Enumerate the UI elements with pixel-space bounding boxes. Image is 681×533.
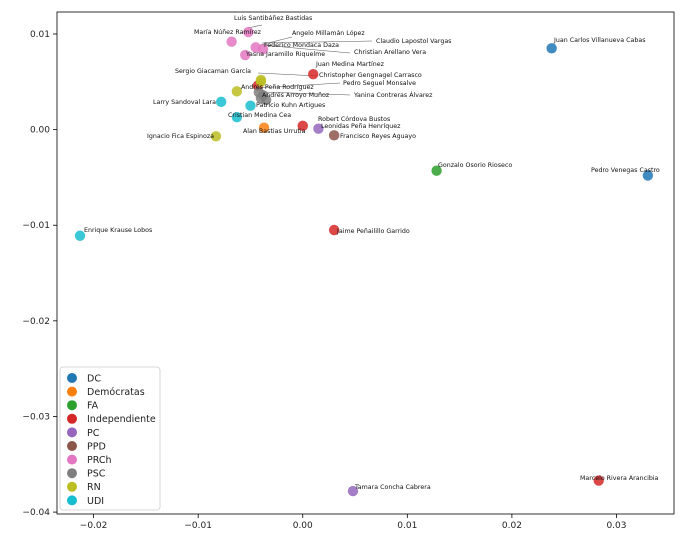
data-point bbox=[231, 86, 243, 97]
data-point bbox=[328, 224, 340, 236]
x-axis: −0.02 −0.01 0.00 0.01 0.02 0.03 bbox=[80, 514, 627, 531]
y-tick-label: −0.04 bbox=[22, 508, 50, 518]
leader-line bbox=[259, 36, 293, 46]
data-point bbox=[245, 100, 256, 111]
point-label: Ignacio Fica Espinoza bbox=[147, 133, 214, 140]
point-label: Angelo Millamán López bbox=[292, 29, 365, 37]
point-label: Robert Córdova Bustos bbox=[318, 115, 390, 123]
data-point bbox=[546, 43, 557, 54]
point-label: Larry Sandoval Lara bbox=[153, 99, 216, 106]
data-point bbox=[240, 49, 251, 61]
point-label: Pedro Seguel Monsalve bbox=[343, 80, 416, 87]
data-point bbox=[74, 230, 86, 241]
data-point bbox=[231, 111, 243, 123]
legend-marker bbox=[67, 373, 77, 383]
data-point bbox=[253, 87, 265, 98]
point-label: Patricio Kuhn Artigues bbox=[256, 102, 325, 109]
legend-entry: Demócratas bbox=[87, 387, 145, 398]
point-label: Juan Carlos Villanueva Cabas bbox=[553, 37, 646, 44]
legend-entry: RN bbox=[87, 482, 101, 493]
data-point bbox=[210, 131, 222, 142]
point-label: Tamara Concha Cabrera bbox=[354, 484, 431, 491]
legend-marker bbox=[67, 400, 77, 411]
legend-marker bbox=[67, 413, 77, 424]
legend-entry: DC bbox=[87, 373, 101, 384]
legend-marker bbox=[67, 441, 77, 451]
legend-marker bbox=[67, 481, 77, 492]
data-point bbox=[328, 130, 340, 141]
y-tick-label: 0.01 bbox=[30, 30, 50, 40]
point-label: Federico Mondaca Daza bbox=[264, 42, 339, 49]
legend-entry: Independiente bbox=[87, 414, 156, 425]
point-label: Andrés Peña Rodríguez bbox=[241, 83, 314, 91]
data-point bbox=[431, 165, 442, 176]
point-label: Andrés Arroyo Muñoz bbox=[262, 91, 330, 99]
legend-marker bbox=[67, 427, 77, 438]
legend-entry: PRCh bbox=[87, 455, 112, 466]
leader-line bbox=[261, 40, 373, 44]
point-label: Yanina Contreras Álvarez bbox=[353, 90, 433, 99]
legend-marker bbox=[67, 454, 77, 465]
leader-line bbox=[257, 82, 341, 89]
data-point bbox=[308, 68, 319, 80]
plot-frame bbox=[56, 11, 675, 515]
point-label: Yasna Jaramillo Riquelme bbox=[245, 51, 325, 58]
data-point bbox=[258, 122, 270, 133]
x-tick-label: 0.01 bbox=[397, 521, 417, 531]
legend-entry: FA bbox=[87, 401, 99, 412]
legend-marker bbox=[67, 386, 77, 397]
data-point bbox=[215, 96, 227, 108]
point-label: Pedro Venegas Castro bbox=[591, 167, 660, 174]
legend-marker bbox=[67, 468, 77, 479]
x-tick-label: 0.00 bbox=[293, 521, 313, 531]
y-tick-label: −0.03 bbox=[22, 412, 50, 422]
data-point bbox=[257, 44, 269, 55]
leader-line bbox=[261, 91, 351, 96]
point-label: Sergio Giacaman García bbox=[175, 67, 251, 75]
data-point bbox=[243, 26, 254, 38]
point-labels: Juan Carlos Villanueva Cabas Pedro Venega… bbox=[84, 14, 660, 491]
data-point bbox=[260, 94, 272, 106]
data-points bbox=[74, 26, 654, 497]
legend-box bbox=[59, 366, 161, 511]
y-tick-label: −0.02 bbox=[22, 317, 50, 327]
data-point bbox=[226, 36, 237, 47]
point-label: Alan Bastias Urrutia bbox=[243, 128, 306, 135]
data-point bbox=[593, 475, 604, 486]
point-label: Claudio Lapostol Vargas bbox=[376, 38, 451, 45]
leader-line bbox=[261, 44, 351, 54]
point-label: Jaime Peñailillo Garrido bbox=[336, 228, 410, 235]
point-label: Luis Santibáñez Bastidas bbox=[234, 14, 312, 22]
legend-entry: PPD bbox=[87, 441, 106, 452]
data-point bbox=[347, 485, 359, 497]
point-label: Francisco Reyes Aguayo bbox=[340, 133, 416, 140]
data-point bbox=[297, 120, 308, 131]
data-point bbox=[255, 76, 267, 88]
y-tick-label: −0.01 bbox=[22, 221, 50, 231]
x-tick-label: −0.01 bbox=[184, 521, 212, 531]
data-point bbox=[313, 123, 324, 134]
point-label: Christopher Gengnagel Carrasco bbox=[319, 72, 422, 79]
point-label: Cristian Medina Cea bbox=[228, 112, 291, 119]
x-tick-label: −0.02 bbox=[80, 521, 108, 531]
point-label: María Núñez Ramírez bbox=[194, 28, 262, 36]
point-label: Christian Arellano Vera bbox=[354, 49, 426, 56]
legend-marker bbox=[67, 495, 77, 506]
point-label: Leonidas Peña Henríquez bbox=[321, 122, 401, 130]
legend-entry: PSC bbox=[87, 469, 106, 480]
point-label: Gonzalo Osorio Rioseco bbox=[438, 162, 512, 169]
legend-entry: PC bbox=[87, 428, 100, 439]
y-tick-label: 0.00 bbox=[30, 126, 50, 136]
x-tick-label: 0.02 bbox=[502, 521, 522, 531]
legend-entry: UDI bbox=[87, 496, 104, 507]
y-axis: 0.01 0.00 −0.01 −0.02 −0.03 −0.04 bbox=[22, 30, 57, 518]
point-label: Marcelo Rivera Arancibia bbox=[580, 475, 659, 482]
x-tick-label: 0.03 bbox=[606, 521, 626, 531]
point-label: Enrique Krause Lobos bbox=[84, 227, 152, 234]
point-label: Juan Medina Martínez bbox=[315, 60, 385, 68]
data-point bbox=[642, 170, 654, 181]
leader-line bbox=[257, 72, 319, 77]
legend: DC Demócratas FA Independiente PC PPD PRCh PSC R… bbox=[59, 366, 161, 511]
